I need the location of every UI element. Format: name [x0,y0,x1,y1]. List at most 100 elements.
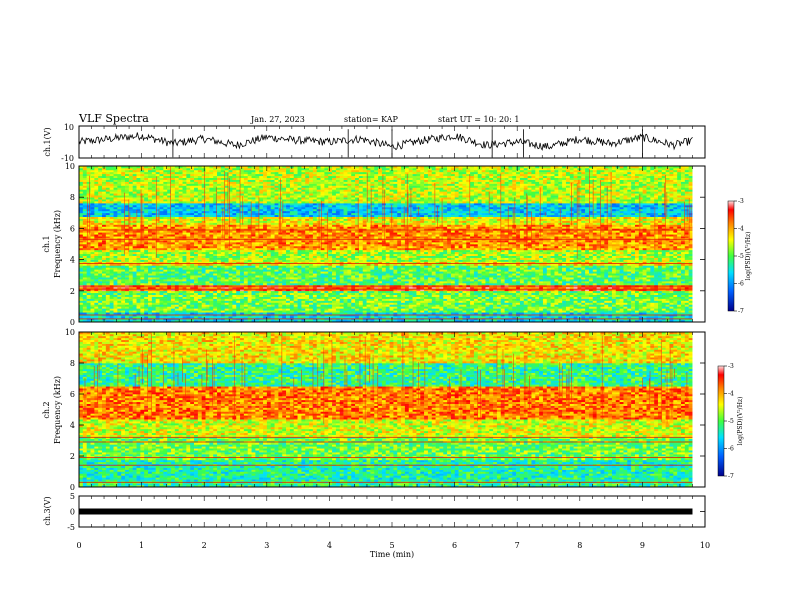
spectrogram-cell [428,303,432,305]
spectrogram-cell [286,316,290,318]
spectrogram-cell [91,295,95,297]
spectrogram-cell [374,273,378,275]
spectrogram-cell [470,275,474,277]
spectrogram-cell [351,291,355,293]
spectrogram-cell [420,279,424,281]
spectrogram-cell [328,310,332,312]
spectrogram-cell [669,295,673,297]
spectrogram-cell [593,293,597,295]
spectrogram-cell [558,273,562,275]
spectrogram-cell [252,306,256,308]
spectrogram-cell [294,308,298,310]
spectrogram-cell [183,306,187,308]
spectrogram-cell [646,267,650,269]
spectrogram-cell [390,299,394,301]
spectrogram-cell [393,312,397,314]
spectrogram-cell [328,281,332,283]
spectrogram-cell [313,293,317,295]
spectrogram-cell [482,316,486,318]
spectrogram-cell [616,306,620,308]
spectrogram-cell [627,310,631,312]
spectrogram-cell [650,306,654,308]
spectrogram-cell [409,293,413,295]
spectrogram-cell [236,271,240,273]
spectrogram-cell [305,301,309,303]
spectrogram-cell [501,277,505,279]
spectrogram-cell [183,304,187,306]
spectrogram-cell [355,265,359,267]
spectrogram-cell [669,316,673,318]
spectrogram-cell [183,308,187,310]
spectrogram-cell [531,295,535,297]
spectrogram-cell [140,269,144,271]
spectrogram-cell [489,277,493,279]
spectrogram-cell [298,303,302,305]
spectrogram-cell [110,304,114,306]
spectrogram-cell [459,316,463,318]
spectrogram-cell [470,301,474,303]
spectrogram-cell [589,299,593,301]
spectrogram-cell [470,304,474,306]
spectrogram-cell [198,273,202,275]
spectrogram-cell [620,279,624,281]
spectrogram-cell [554,301,558,303]
spectrogram-cell [600,299,604,301]
spectrogram-cell [662,273,666,275]
spectrogram-cell [248,267,252,269]
spectrogram-cell [516,306,520,308]
spectrogram-cell [497,265,501,267]
spectrogram-cell [401,312,405,314]
spectrogram-cell [390,269,394,271]
spectrogram-cell [374,279,378,281]
spectrogram-cell [98,299,102,301]
spectrogram-cell [282,273,286,275]
spectrogram-cell [217,308,221,310]
spectrogram-cell [474,279,478,281]
spectrogram-cell [397,279,401,281]
spectrogram-cell [570,297,574,299]
spectrogram-cell [106,308,110,310]
spectrogram-cell [455,273,459,275]
spectrogram-cell [620,271,624,273]
spectrogram-cell [459,304,463,306]
spectrogram-cell [370,275,374,277]
spectrogram-cell [359,267,363,269]
spectrogram-cell [213,306,217,308]
spectrogram-cell [183,277,187,279]
spectrogram-cell [336,271,340,273]
spectrogram-cell [600,303,604,305]
spectrogram-cell [378,265,382,267]
spectrogram-cell [451,275,455,277]
spectrogram-cell [171,308,175,310]
spectrogram-cell [685,277,689,279]
spectrogram-cell [566,301,570,303]
spectrogram-cell [324,312,328,314]
spectrogram-cell [225,275,229,277]
spectrogram-cell [324,297,328,299]
spectrogram-cell [627,271,631,273]
spectrogram-cell [125,279,129,281]
spectrogram-cell [505,316,509,318]
spectrogram-cell [102,316,106,318]
spectrogram-cell [313,295,317,297]
spectrogram-cell [681,295,685,297]
spectrogram-cell [140,265,144,267]
spectrogram-cell [489,316,493,318]
spectrogram-cell [236,283,240,285]
spectrogram-cell [240,273,244,275]
spectrogram-cell [689,308,693,310]
spectrogram-cell [639,306,643,308]
spectrogram-cell [581,267,585,269]
spectrogram-cell [558,299,562,301]
spectrogram-cell [416,275,420,277]
spectrogram-cell [114,299,118,301]
spectrogram-cell [577,273,581,275]
spectrogram-cell [451,277,455,279]
spectrogram-cell [570,316,574,318]
spectrogram-cell [478,301,482,303]
spectrogram-cell [420,303,424,305]
spectrogram-cell [332,275,336,277]
spectrogram-cell [83,277,87,279]
spectrogram-cell [462,310,466,312]
spectrogram-cell [374,303,378,305]
